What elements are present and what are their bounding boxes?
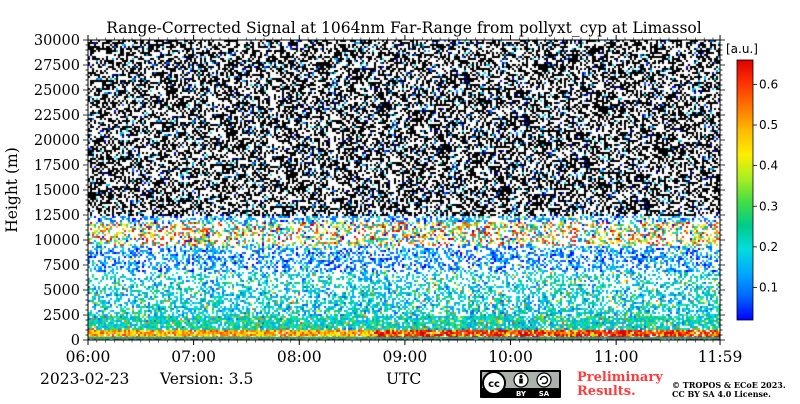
x-tick-label: 09:00 [383,348,428,366]
y-tick-label: 17500 [34,158,80,174]
footer-utc-label: UTC [386,370,421,388]
colorbar-unit: [a.u.] [726,42,758,56]
y-tick-label: 12500 [34,208,80,224]
y-tick-label: 25000 [34,83,80,99]
cc-by-sa-badge: cc BY SA [480,370,561,398]
footer-date: 2023-02-23 [40,370,129,388]
footer: 2023-02-23 Version: 3.5 UTC cc BY SA Pre… [40,370,786,399]
colorbar-tick-label: 0.4 [759,159,778,173]
y-tick-label: 22500 [34,108,80,124]
colorbar-tick-label: 0.2 [759,240,778,254]
y-tick-label: 30000 [34,33,80,49]
sa-share-icon [536,372,552,388]
x-tick-label: 08:00 [277,348,322,366]
colorbar: [a.u.] 0.1 0.2 0.3 0.4 0.5 0.6 [726,42,778,321]
copyright-line-1: © TROPOS & ECoE 2023. [672,380,786,390]
y-tick-label: 5000 [43,283,80,299]
x-tick-label: 07:00 [171,348,216,366]
colorbar-tick-label: 0.3 [759,199,778,213]
colorbar-tick-label: 0.5 [759,118,778,132]
badge-by-label: BY [516,390,527,398]
colorbar-gradient [736,59,754,321]
heatmap-cells [88,40,720,340]
colorbar-tick-label: 0.6 [759,77,778,91]
y-tick-label: 7500 [43,258,80,274]
x-tick-label: 11:59 [698,348,743,366]
svg-text:cc: cc [488,379,500,390]
colorbar-tick-label: 0.1 [759,281,778,295]
badge-sa-label: SA [539,390,550,398]
preliminary-line-2: Results. [577,384,636,399]
y-tick-label: 0 [71,333,80,349]
y-axis-label: Height (m) [3,147,21,233]
plot-area [87,39,721,341]
y-tick-label: 20000 [34,133,80,149]
copyright-line-2: CC BY SA 4.0 License. [672,389,771,399]
footer-version: Version: 3.5 [159,370,253,388]
y-axis: 0 2500 5000 7500 10000 12500 15000 17500 20000 22… [34,33,725,349]
heatmap-raster [88,40,720,340]
y-tick-label: 27500 [34,58,80,74]
x-axis: 06:00 07:00 08:00 09:00 10:00 11:00 11:59 [66,35,743,366]
preliminary-line-1: Preliminary [577,370,663,385]
x-tick-label: 11:00 [594,348,639,366]
x-tick-label: 10:00 [488,348,533,366]
x-tick-label: 06:00 [66,348,111,366]
colorbar-ticks: 0.1 0.2 0.3 0.4 0.5 0.6 [753,77,778,295]
y-tick-label: 15000 [34,183,80,199]
y-tick-label: 10000 [34,233,80,249]
chart-title: Range-Corrected Signal at 1064nm Far-Ran… [106,19,701,37]
cc-icon [482,371,506,395]
y-tick-label: 2500 [43,308,80,324]
